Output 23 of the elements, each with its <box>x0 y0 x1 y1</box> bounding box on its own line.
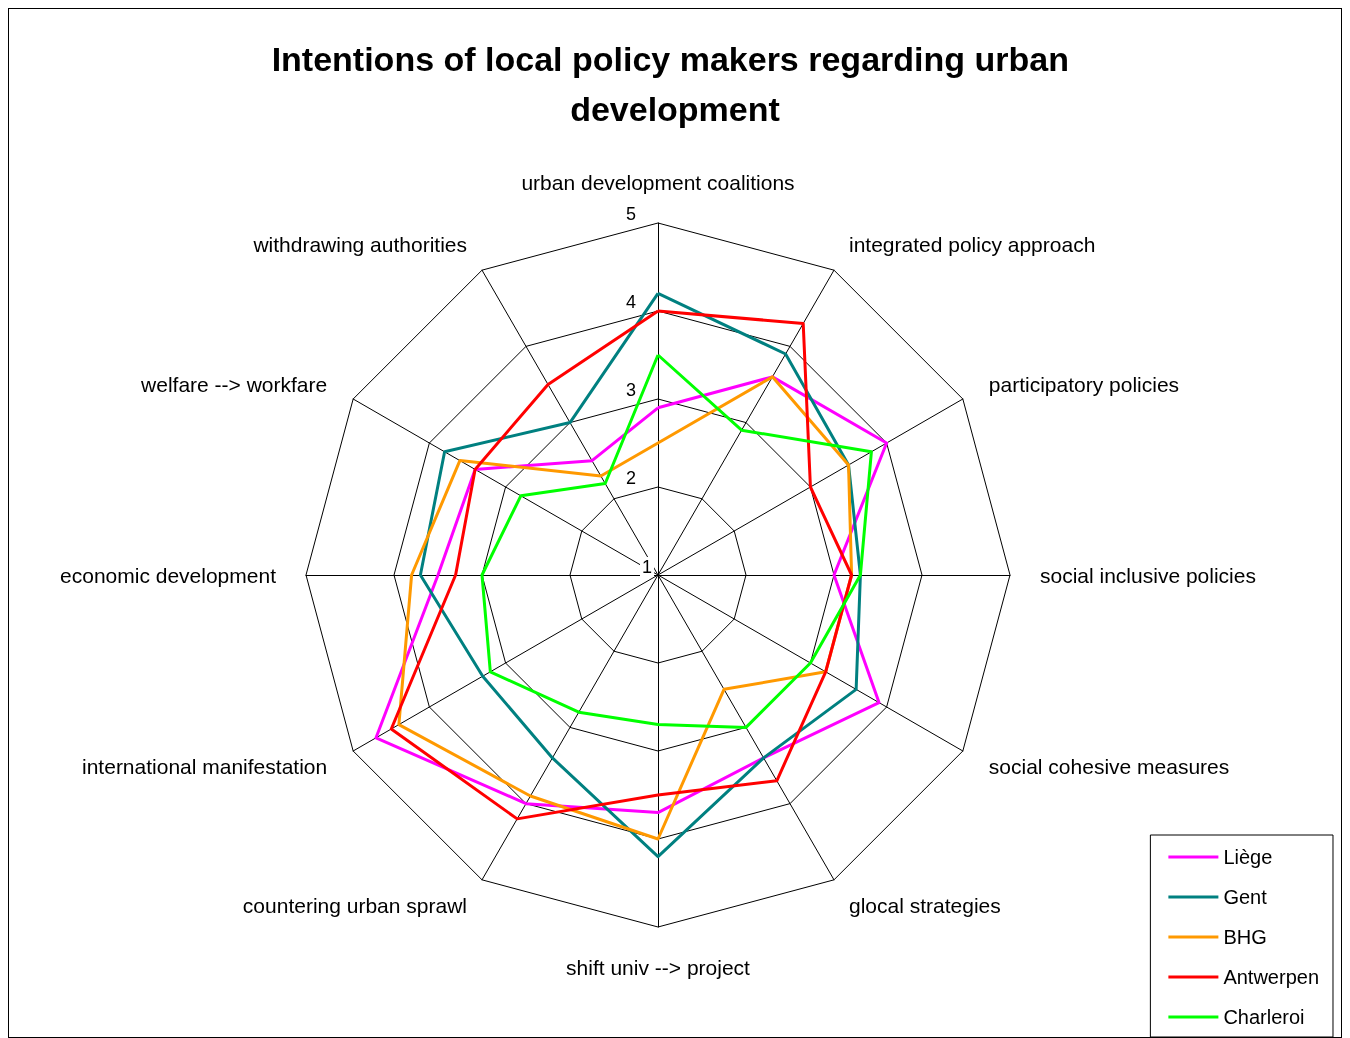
spoke-label: international manifestation <box>82 754 328 778</box>
legend-label: BHG <box>1223 926 1267 948</box>
legend-label: Liège <box>1223 846 1273 868</box>
spoke-label: shift univ --> project <box>566 956 751 979</box>
spoke-label: social cohesive measures <box>988 754 1230 778</box>
legend-label: Gent <box>1223 886 1268 908</box>
spoke-label: participatory policies <box>988 372 1180 396</box>
y-tick-label: 1 <box>641 557 652 577</box>
spoke-label: withdrawing authorities <box>252 232 467 256</box>
spoke-label: social inclusive policies <box>1040 563 1256 587</box>
chart-title: Intentions of local policy makers regarding urban development <box>271 40 1079 128</box>
spoke-label: welfare --> workfare <box>140 372 328 396</box>
y-tick-label: 3 <box>625 380 636 400</box>
spoke-label: glocal strategies <box>849 894 1001 918</box>
spoke-label: urban development coalitions <box>521 171 795 194</box>
y-tick-label: 5 <box>625 204 636 224</box>
legend-label: Antwerpen <box>1223 966 1320 988</box>
y-tick-label: 4 <box>625 292 636 312</box>
spoke-label: integrated policy approach <box>849 232 1096 256</box>
spoke-label: countering urban sprawl <box>242 894 467 918</box>
y-tick-label: 2 <box>625 468 636 488</box>
spoke-label: economic development <box>60 563 277 587</box>
legend-label: Charleroi <box>1223 1006 1305 1028</box>
